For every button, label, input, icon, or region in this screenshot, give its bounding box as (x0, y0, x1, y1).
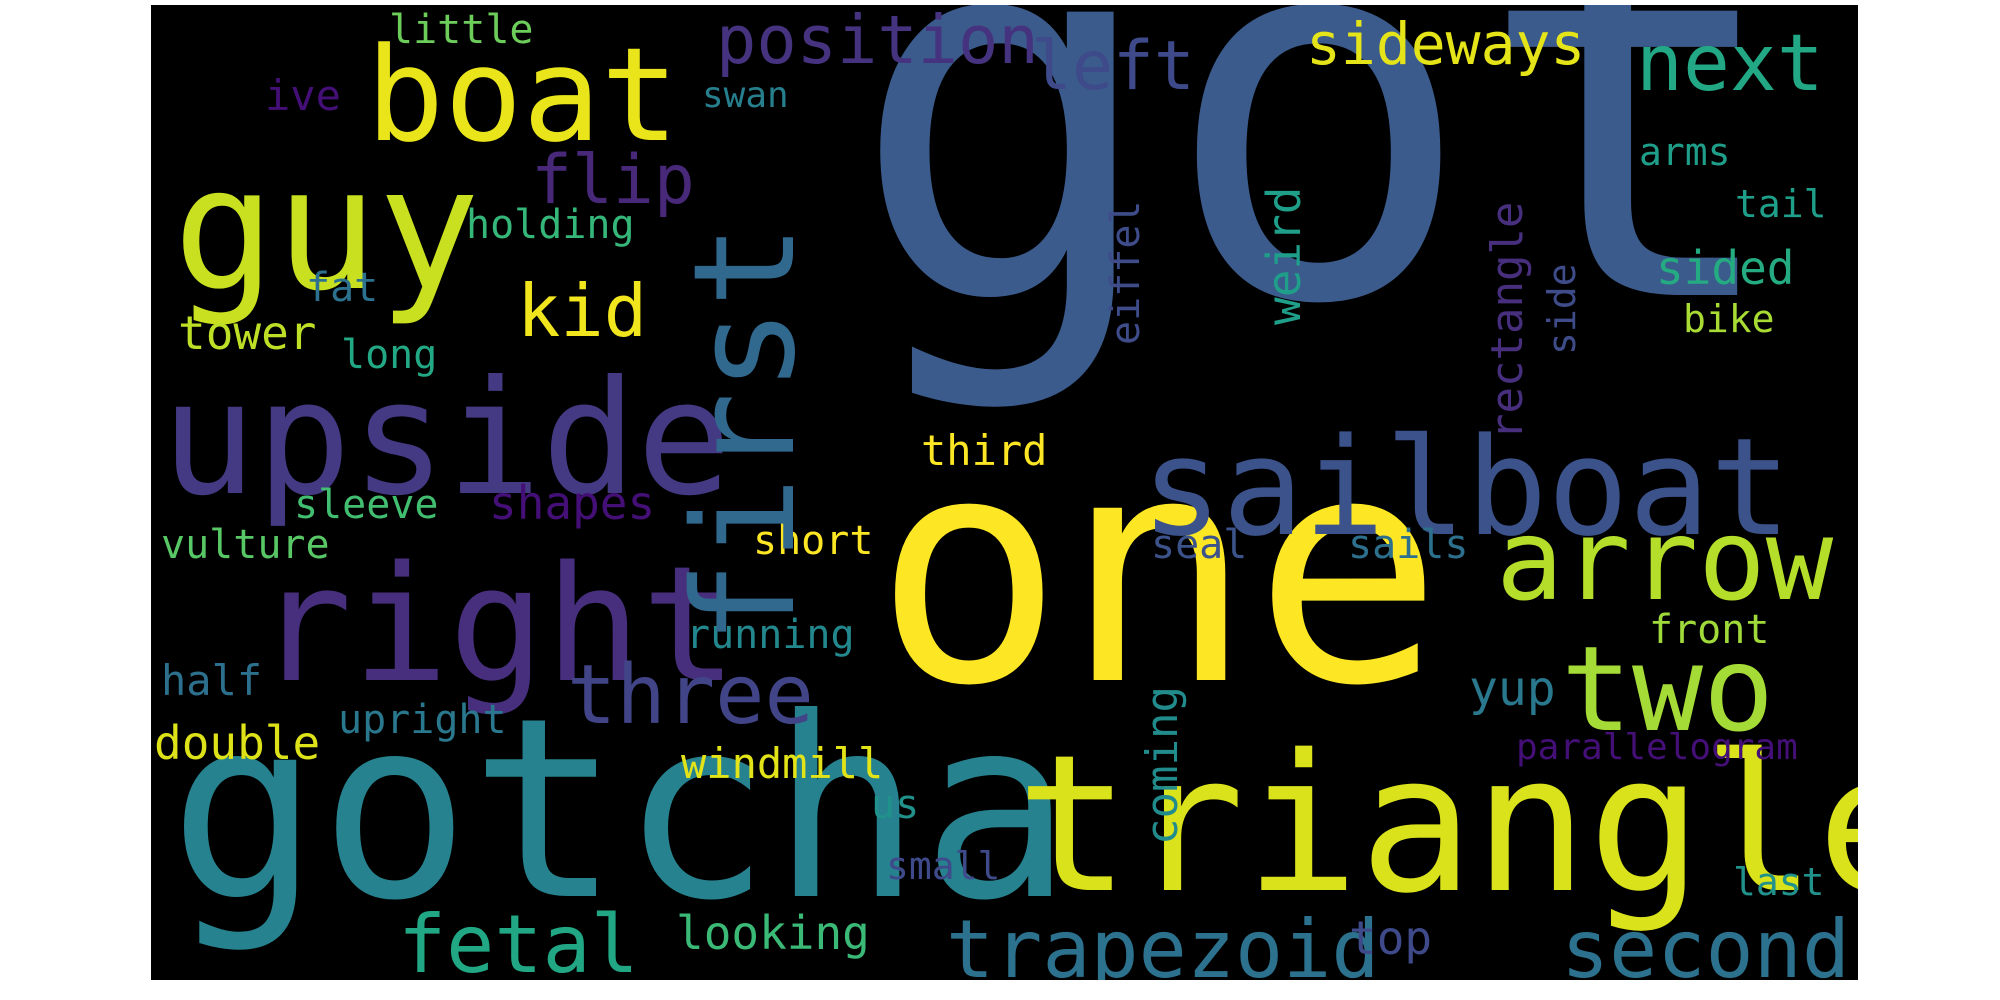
word-top: top (1349, 911, 1433, 965)
word-short: short (753, 518, 874, 564)
word-bike: bike (1683, 297, 1775, 341)
word-rectangle: rectangle (1482, 201, 1533, 440)
word-three: three (567, 648, 814, 743)
word-upside: upside (161, 347, 732, 531)
word-sideways: sideways (1306, 10, 1586, 78)
word-holding: holding (466, 202, 635, 248)
word-sailboat: sailboat (1141, 409, 1792, 566)
word-third: third (921, 426, 1048, 475)
word-gotcha: gotcha (169, 664, 1073, 955)
word-looking: looking (676, 906, 870, 960)
word-triangle: triangle (1016, 714, 1858, 935)
word-flip: flip (531, 141, 695, 220)
word-little: little (389, 7, 534, 53)
word-left: left (1031, 27, 1195, 106)
word-fetal: fetal (398, 898, 639, 981)
word-us: us (871, 782, 920, 828)
word-arrow: arrow (1496, 496, 1834, 626)
word-cloud: got one gotcha triangle upside right guy… (151, 5, 1858, 980)
word-second: second (1561, 903, 1850, 981)
word-half: half (161, 656, 263, 705)
word-long: long (341, 332, 438, 378)
word-guy: guy (173, 131, 481, 329)
word-side: side (1540, 263, 1584, 355)
word-boat: boat (366, 19, 680, 171)
word-one: one (874, 389, 1443, 755)
word-parallelogram: parallelogram (1516, 727, 1798, 768)
word-upright: upright (338, 697, 507, 743)
word-double: double (154, 716, 321, 770)
word-arms: arms (1639, 130, 1731, 174)
word-sided: sided (1656, 241, 1795, 295)
word-sails: sails (1348, 522, 1469, 568)
word-eiffel: eiffel (1103, 200, 1149, 346)
word-right: right (256, 531, 738, 718)
word-vulture: vulture (161, 522, 330, 568)
word-seal: seal (1151, 522, 1248, 568)
word-ive: ive (265, 71, 341, 120)
word-position: position (716, 5, 1039, 79)
word-weird: weird (1257, 186, 1311, 325)
word-running: running (686, 612, 855, 658)
word-tail: tail (1735, 182, 1827, 226)
word-coming: coming (1137, 686, 1188, 845)
word-trapezoid: trapezoid (946, 903, 1380, 981)
word-next: next (1636, 19, 1824, 109)
word-fat: fat (306, 265, 379, 311)
word-shapes: shapes (489, 476, 656, 530)
word-tower: tower (178, 306, 317, 360)
word-sleeve: sleeve (294, 482, 439, 528)
word-got: got (849, 5, 1789, 418)
word-front: front (1649, 607, 1770, 653)
word-windmill: windmill (681, 739, 884, 788)
word-last: last (1733, 860, 1825, 904)
word-swan: swan (702, 75, 789, 116)
word-two: two (1561, 620, 1775, 758)
word-small: small (886, 844, 1001, 888)
word-yup: yup (1469, 661, 1556, 717)
word-first: first (664, 223, 827, 645)
word-kid: kid (517, 269, 648, 353)
